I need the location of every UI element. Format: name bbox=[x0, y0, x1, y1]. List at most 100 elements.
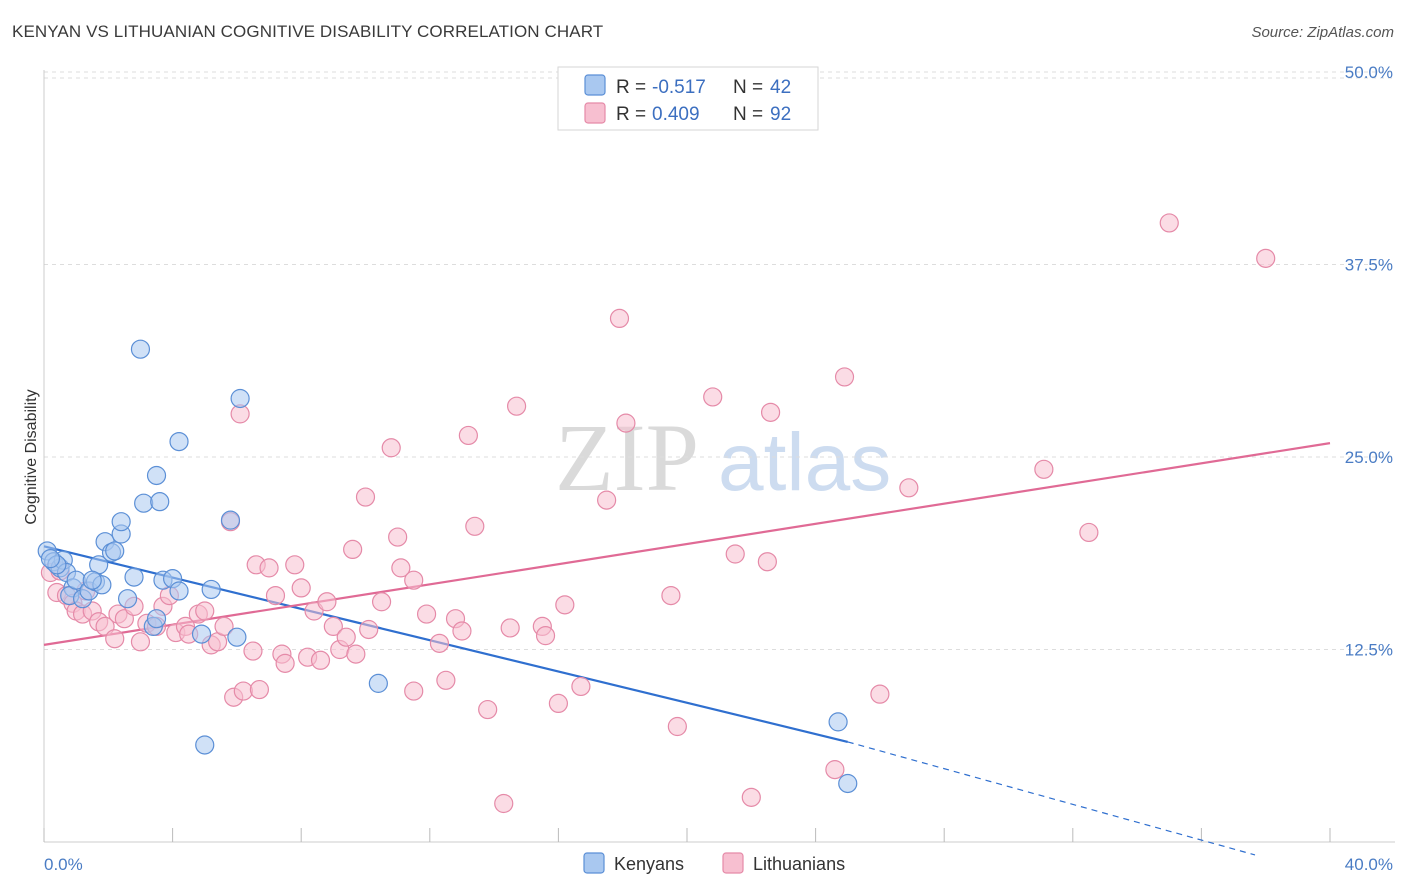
point-lithuanians-82 bbox=[757, 552, 777, 572]
point-lithuanians-59 bbox=[429, 633, 450, 653]
point-kenyans-41 bbox=[82, 570, 102, 590]
point-lithuanians-54 bbox=[388, 527, 408, 547]
point-lithuanians-36 bbox=[265, 585, 286, 606]
point-lithuanians-51 bbox=[359, 619, 379, 640]
point-kenyans-20 bbox=[124, 567, 144, 587]
legend-r-value-lithuanians: 0.409 bbox=[652, 104, 700, 125]
point-lithuanians-44 bbox=[317, 592, 337, 612]
trend-line-lithuanians bbox=[43, 442, 1331, 646]
point-lithuanians-75 bbox=[609, 308, 630, 328]
point-kenyans-33 bbox=[201, 579, 221, 600]
point-lithuanians-50 bbox=[355, 487, 376, 507]
point-lithuanians-80 bbox=[725, 544, 745, 564]
legend-r-label-lithuanians: R = bbox=[616, 104, 646, 125]
point-lithuanians-91 bbox=[1256, 248, 1276, 268]
point-lithuanians-74 bbox=[597, 490, 617, 510]
point-lithuanians-78 bbox=[667, 716, 687, 737]
x-tick-label-1: 40.0% bbox=[1345, 855, 1393, 874]
point-lithuanians-11 bbox=[105, 629, 125, 649]
correlation-legend: R = -0.517 N = 42 R = 0.409 N = 92 bbox=[557, 66, 819, 131]
point-lithuanians-66 bbox=[494, 793, 514, 814]
point-kenyans-34 bbox=[220, 510, 241, 530]
point-lithuanians-83 bbox=[760, 402, 781, 422]
point-kenyans-24 bbox=[146, 609, 167, 629]
point-lithuanians-77 bbox=[661, 585, 681, 606]
point-lithuanians-39 bbox=[285, 555, 305, 575]
point-lithuanians-43 bbox=[310, 650, 331, 670]
point-kenyans-35 bbox=[227, 627, 247, 647]
point-lithuanians-42 bbox=[304, 601, 324, 621]
point-lithuanians-70 bbox=[535, 626, 556, 646]
point-lithuanians-53 bbox=[381, 438, 401, 458]
point-kenyans-30 bbox=[169, 581, 189, 601]
point-kenyans-32 bbox=[195, 735, 215, 755]
point-lithuanians-90 bbox=[1159, 213, 1179, 233]
point-lithuanians-64 bbox=[465, 516, 485, 536]
point-lithuanians-60 bbox=[436, 670, 456, 690]
point-kenyans-21 bbox=[130, 339, 151, 359]
legend-n-value-kenyans: 42 bbox=[770, 77, 791, 98]
legend-n-value-lithuanians: 92 bbox=[770, 104, 791, 125]
point-kenyans-29 bbox=[169, 432, 189, 452]
point-lithuanians-38 bbox=[275, 653, 295, 673]
watermark-atlas: atlas bbox=[718, 417, 891, 508]
y-axis-label: Cognitive Disability bbox=[23, 389, 40, 524]
point-lithuanians-45 bbox=[323, 616, 343, 637]
gridlines bbox=[44, 71, 1395, 650]
point-lithuanians-31 bbox=[233, 681, 253, 701]
point-kenyans-26 bbox=[150, 492, 170, 512]
point-kenyans-36 bbox=[230, 388, 250, 409]
axes bbox=[43, 70, 1395, 843]
point-lithuanians-68 bbox=[507, 396, 527, 416]
legend-n-label-lithuanians: N = bbox=[733, 104, 763, 125]
y-tick-label-0: 12.5% bbox=[1345, 641, 1393, 660]
series-legend: Kenyans Lithuanians bbox=[583, 852, 845, 874]
point-lithuanians-89 bbox=[1079, 522, 1099, 543]
legend-swatch-kenyans bbox=[584, 74, 606, 96]
x-tick-label-0: 0.0% bbox=[44, 855, 83, 874]
point-lithuanians-84 bbox=[825, 760, 845, 780]
point-lithuanians-79 bbox=[703, 387, 723, 407]
point-lithuanians-49 bbox=[346, 644, 366, 664]
point-lithuanians-55 bbox=[391, 558, 411, 578]
legend-r-label-kenyans: R = bbox=[616, 77, 646, 98]
point-lithuanians-76 bbox=[616, 413, 636, 433]
trend-line-extension-kenyans bbox=[847, 741, 1256, 856]
point-lithuanians-63 bbox=[458, 425, 478, 446]
point-lithuanians-81 bbox=[741, 787, 761, 807]
tick-labels: 12.5% 25.0% 37.5% 50.0% 0.0% 40.0% bbox=[44, 63, 1393, 874]
point-kenyans-18 bbox=[111, 512, 131, 532]
legend-swatch-lithuanians bbox=[584, 102, 606, 124]
y-tick-label-3: 50.0% bbox=[1345, 63, 1393, 82]
point-lithuanians-27 bbox=[214, 616, 234, 637]
point-lithuanians-32 bbox=[243, 641, 263, 661]
point-kenyans-38 bbox=[828, 712, 848, 732]
point-lithuanians-15 bbox=[130, 632, 151, 652]
source-label: Source: ZipAtlas.com bbox=[1251, 24, 1394, 41]
point-kenyans-19 bbox=[117, 589, 138, 609]
chart-title: KENYAN VS LITHUANIAN COGNITIVE DISABILIT… bbox=[12, 22, 604, 41]
point-kenyans-40 bbox=[40, 549, 61, 569]
point-lithuanians-73 bbox=[571, 676, 591, 697]
point-lithuanians-88 bbox=[1034, 459, 1054, 479]
point-kenyans-39 bbox=[838, 773, 858, 794]
point-kenyans-16 bbox=[105, 541, 125, 561]
point-lithuanians-86 bbox=[870, 684, 890, 704]
point-lithuanians-87 bbox=[899, 478, 919, 498]
point-lithuanians-24 bbox=[195, 601, 215, 621]
bottom-legend-swatch-lithuanians bbox=[722, 852, 744, 874]
point-kenyans-31 bbox=[191, 624, 212, 644]
point-lithuanians-57 bbox=[404, 681, 424, 701]
bottom-legend-label-kenyans: Kenyans bbox=[614, 854, 684, 874]
bottom-legend-label-lithuanians: Lithuanians bbox=[753, 854, 845, 874]
point-lithuanians-47 bbox=[336, 627, 356, 647]
point-kenyans-22 bbox=[134, 493, 154, 513]
point-lithuanians-52 bbox=[371, 592, 392, 612]
bottom-legend-swatch-kenyans bbox=[583, 852, 605, 874]
point-kenyans-25 bbox=[146, 465, 167, 486]
point-lithuanians-58 bbox=[416, 604, 437, 624]
y-tick-label-2: 37.5% bbox=[1345, 256, 1393, 275]
point-kenyans-37 bbox=[368, 673, 388, 693]
legend-n-label-kenyans: N = bbox=[733, 77, 763, 98]
